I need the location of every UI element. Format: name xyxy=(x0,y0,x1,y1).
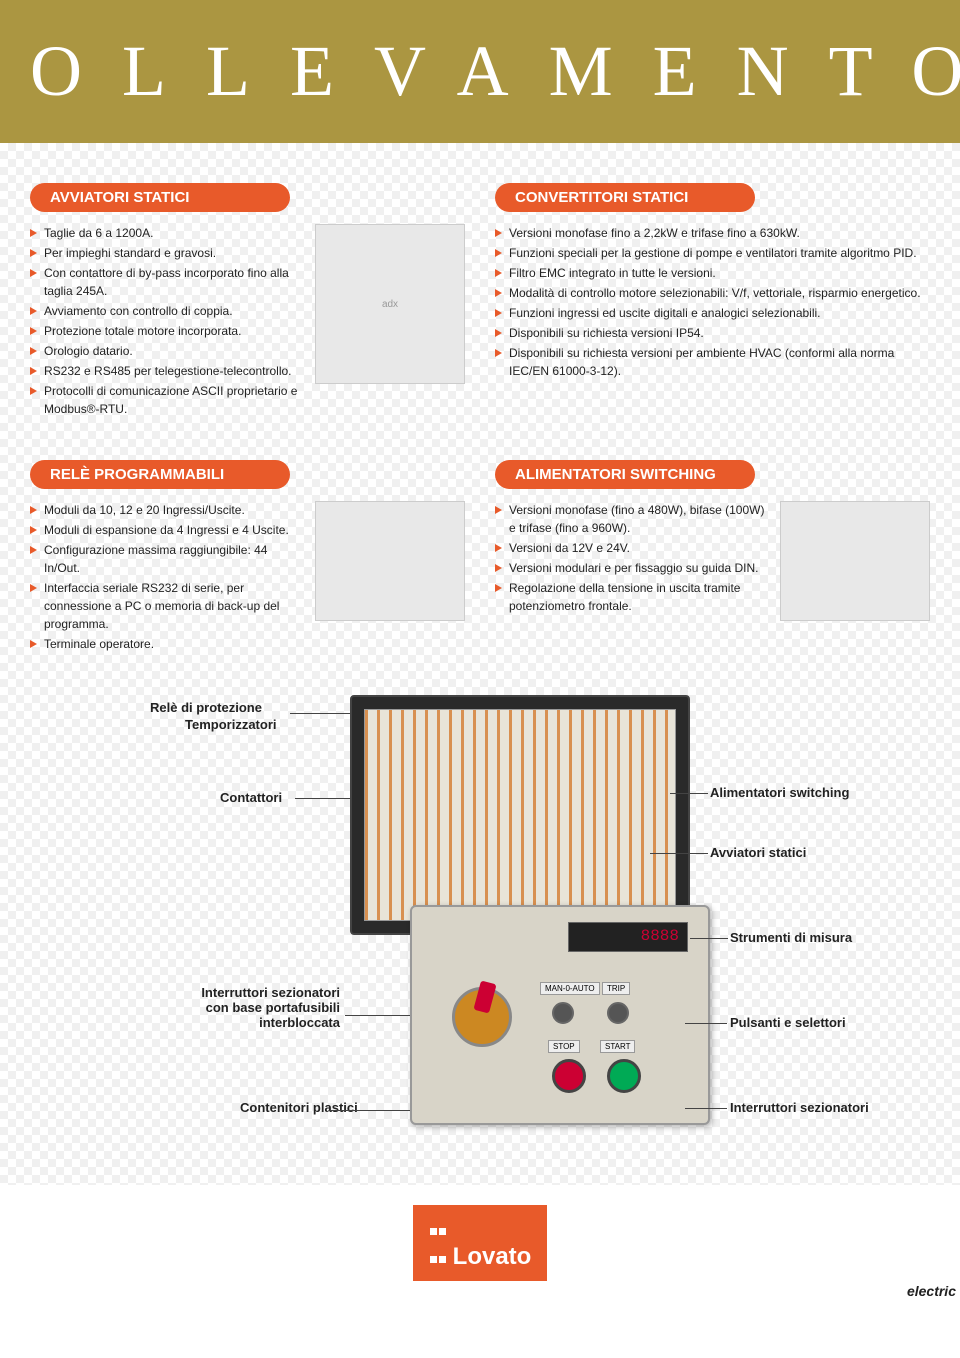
callout-contenitori: Contenitori plastici xyxy=(240,1100,358,1115)
list-item: Con contattore di by-pass incorporato fi… xyxy=(30,264,305,300)
list-item: Moduli da 10, 12 e 20 Ingressi/Uscite. xyxy=(30,501,305,519)
list-item: Funzioni speciali per la gestione di pom… xyxy=(495,244,930,262)
list-item: Configurazione massima raggiungibile: 44… xyxy=(30,541,305,577)
alimentatori-product-image xyxy=(780,501,930,621)
list-item: Disponibili su richiesta versioni per am… xyxy=(495,344,930,380)
avviatori-title: AVVIATORI STATICI xyxy=(30,183,290,212)
callout-alimentatori-sw: Alimentatori switching xyxy=(710,785,849,800)
brand-logo: Lovato xyxy=(413,1205,548,1281)
stop-label: STOP xyxy=(548,1040,580,1053)
list-item: Modalità di controllo motore selezionabi… xyxy=(495,284,930,302)
panel-diagram: MAN-0-AUTO TRIP STOP START Relè di prote… xyxy=(130,695,830,1165)
callout-rele-protezione: Relè di protezione xyxy=(150,700,262,715)
avviatori-section: AVVIATORI STATICI Taglie da 6 a 1200A. P… xyxy=(30,183,465,420)
list-item: Moduli di espansione da 4 Ingressi e 4 U… xyxy=(30,521,305,539)
list-item: Versioni da 12V e 24V. xyxy=(495,539,770,557)
list-item: Terminale operatore. xyxy=(30,635,305,653)
list-item: Funzioni ingressi ed uscite digitali e a… xyxy=(495,304,930,322)
mid-row: RELÈ PROGRAMMABILI Moduli da 10, 12 e 20… xyxy=(30,460,930,655)
alimentatori-section: ALIMENTATORI SWITCHING Versioni monofase… xyxy=(495,460,930,655)
list-item: Versioni modulari e per fissaggio su gui… xyxy=(495,559,770,577)
stop-button xyxy=(552,1059,586,1093)
callout-avviatori-st: Avviatori statici xyxy=(710,845,806,860)
avviatori-list: Taglie da 6 a 1200A. Per impieghi standa… xyxy=(30,224,305,418)
rele-product-image xyxy=(315,501,465,621)
rotary-switch xyxy=(452,987,512,1047)
list-item: Avviamento con controllo di coppia. xyxy=(30,302,305,320)
list-item: Protocolli di comunicazione ASCII propri… xyxy=(30,382,305,418)
alimentatori-title: ALIMENTATORI SWITCHING xyxy=(495,460,755,489)
indicator-button xyxy=(607,1002,629,1024)
alimentatori-list: Versioni monofase (fino a 480W), bifase … xyxy=(495,501,770,615)
control-panel: MAN-0-AUTO TRIP STOP START xyxy=(410,905,710,1125)
convertitori-list: Versioni monofase fino a 2,2kW e trifase… xyxy=(495,224,930,380)
list-item: Taglie da 6 a 1200A. xyxy=(30,224,305,242)
callout-strumenti: Strumenti di misura xyxy=(730,930,852,945)
callout-interruttori-sez: Interruttori sezionatori con base portaf… xyxy=(190,985,340,1030)
electrical-panel xyxy=(350,695,690,935)
list-item: Protezione totale motore incorporata. xyxy=(30,322,305,340)
list-item: Disponibili su richiesta versioni IP54. xyxy=(495,324,930,342)
list-item: Interfaccia seriale RS232 di serie, per … xyxy=(30,579,305,633)
list-item: Filtro EMC integrato in tutte le version… xyxy=(495,264,930,282)
callout-temporizzatori: Temporizzatori xyxy=(185,717,277,732)
banner-title: OLLEVAMENTO xyxy=(0,0,960,143)
convertitori-section: CONVERTITORI STATICI Versioni monofase f… xyxy=(495,183,930,420)
list-item: Orologio datario. xyxy=(30,342,305,360)
callout-pulsanti: Pulsanti e selettori xyxy=(730,1015,846,1030)
rele-title: RELÈ PROGRAMMABILI xyxy=(30,460,290,489)
logo-area: Lovato electric xyxy=(0,1185,960,1329)
list-item: Versioni monofase fino a 2,2kW e trifase… xyxy=(495,224,930,242)
callout-contattori: Contattori xyxy=(220,790,282,805)
list-item: RS232 e RS485 per telegestione-telecontr… xyxy=(30,362,305,380)
rele-section: RELÈ PROGRAMMABILI Moduli da 10, 12 e 20… xyxy=(30,460,465,655)
convertitori-title: CONVERTITORI STATICI xyxy=(495,183,755,212)
rele-list: Moduli da 10, 12 e 20 Ingressi/Uscite. M… xyxy=(30,501,305,653)
brand-subtitle: electric xyxy=(0,1283,960,1299)
start-label: START xyxy=(600,1040,635,1053)
start-button xyxy=(607,1059,641,1093)
man-auto-label: MAN-0-AUTO xyxy=(540,982,600,995)
digital-display xyxy=(568,922,688,952)
callout-interruttori-sez2: Interruttori sezionatori xyxy=(730,1100,869,1115)
list-item: Per impieghi standard e gravosi. xyxy=(30,244,305,262)
list-item: Regolazione della tensione in uscita tra… xyxy=(495,579,770,615)
trip-label: TRIP xyxy=(602,982,630,995)
top-row: AVVIATORI STATICI Taglie da 6 a 1200A. P… xyxy=(30,183,930,420)
indicator-button xyxy=(552,1002,574,1024)
list-item: Versioni monofase (fino a 480W), bifase … xyxy=(495,501,770,537)
avviatori-product-image: adx xyxy=(315,224,465,384)
